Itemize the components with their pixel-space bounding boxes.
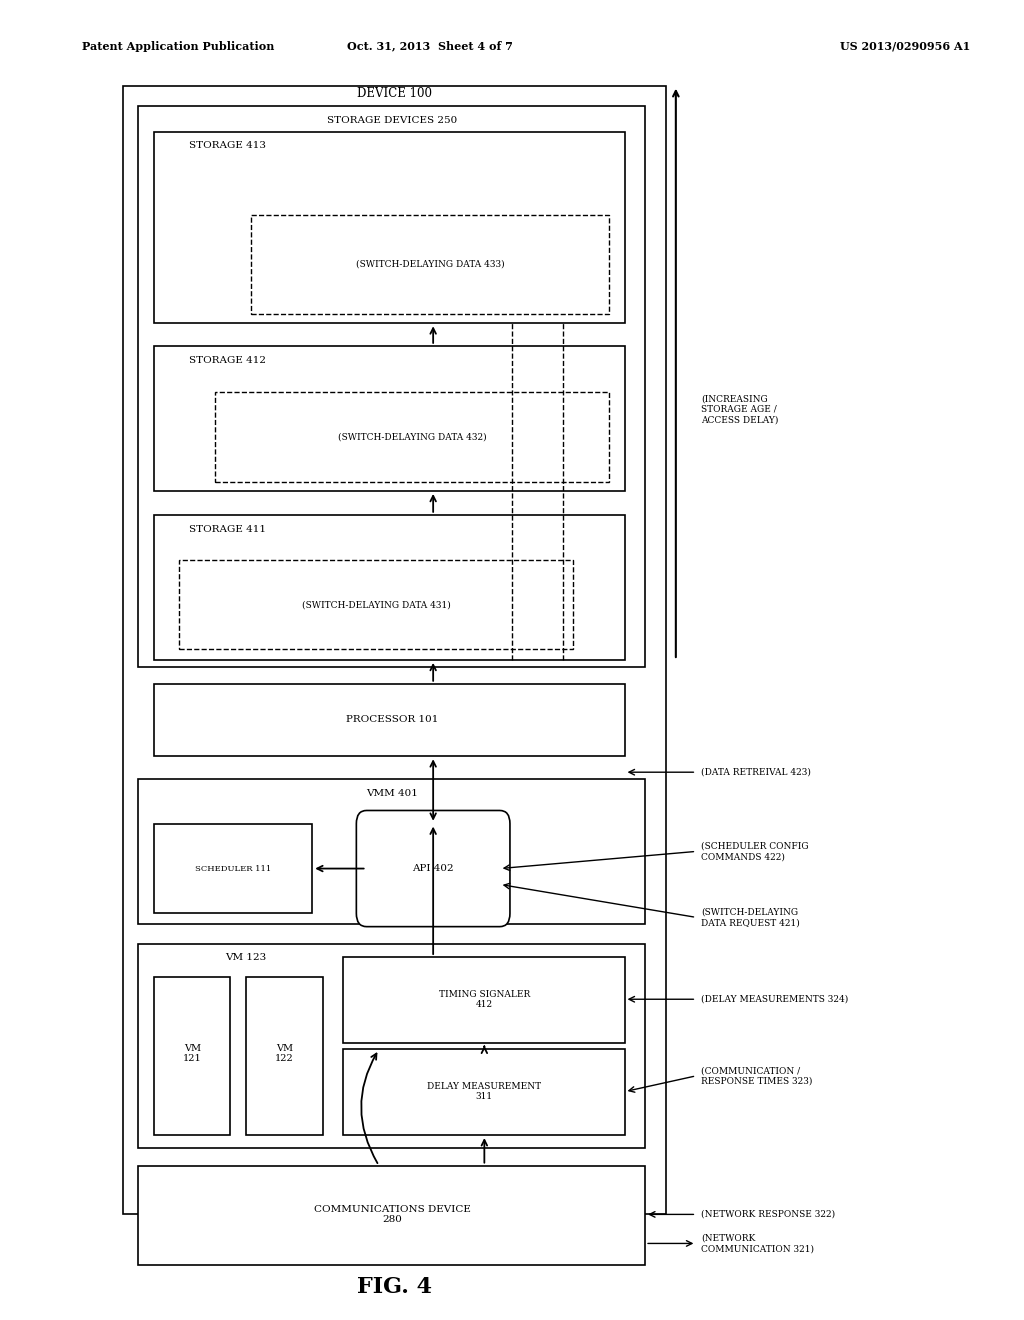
Text: PROCESSOR 101: PROCESSOR 101 bbox=[346, 715, 438, 723]
FancyBboxPatch shape bbox=[154, 977, 230, 1135]
FancyBboxPatch shape bbox=[356, 810, 510, 927]
Text: DEVICE 100: DEVICE 100 bbox=[356, 87, 432, 100]
Text: Oct. 31, 2013  Sheet 4 of 7: Oct. 31, 2013 Sheet 4 of 7 bbox=[347, 41, 513, 51]
FancyBboxPatch shape bbox=[138, 779, 645, 924]
FancyBboxPatch shape bbox=[154, 684, 625, 756]
FancyBboxPatch shape bbox=[215, 392, 609, 482]
Text: (SWITCH-DELAYING DATA 433): (SWITCH-DELAYING DATA 433) bbox=[355, 260, 505, 268]
Text: FIG. 4: FIG. 4 bbox=[356, 1276, 432, 1298]
Text: (DATA RETREIVAL 423): (DATA RETREIVAL 423) bbox=[701, 768, 811, 776]
FancyBboxPatch shape bbox=[343, 1049, 625, 1135]
FancyBboxPatch shape bbox=[123, 86, 666, 1214]
Text: API 402: API 402 bbox=[413, 865, 454, 873]
Text: (NETWORK RESPONSE 322): (NETWORK RESPONSE 322) bbox=[701, 1210, 836, 1218]
FancyBboxPatch shape bbox=[138, 106, 645, 667]
Text: (SCHEDULER CONFIG
COMMANDS 422): (SCHEDULER CONFIG COMMANDS 422) bbox=[701, 842, 809, 861]
Text: Patent Application Publication: Patent Application Publication bbox=[82, 41, 274, 51]
Text: STORAGE 413: STORAGE 413 bbox=[189, 141, 266, 150]
FancyBboxPatch shape bbox=[138, 1166, 645, 1265]
Text: (INCREASING
STORAGE AGE /
ACCESS DELAY): (INCREASING STORAGE AGE / ACCESS DELAY) bbox=[701, 395, 779, 424]
Text: STORAGE 411: STORAGE 411 bbox=[189, 525, 266, 535]
Text: VMM 401: VMM 401 bbox=[367, 789, 418, 799]
Text: STORAGE DEVICES 250: STORAGE DEVICES 250 bbox=[327, 116, 458, 125]
Text: (DELAY MEASUREMENTS 324): (DELAY MEASUREMENTS 324) bbox=[701, 995, 849, 1003]
FancyBboxPatch shape bbox=[154, 824, 312, 913]
Text: TIMING SIGNALER
412: TIMING SIGNALER 412 bbox=[438, 990, 530, 1008]
FancyBboxPatch shape bbox=[179, 560, 573, 649]
Text: (NETWORK
COMMUNICATION 321): (NETWORK COMMUNICATION 321) bbox=[701, 1234, 814, 1253]
Text: COMMUNICATIONS DEVICE
280: COMMUNICATIONS DEVICE 280 bbox=[313, 1205, 471, 1224]
FancyBboxPatch shape bbox=[251, 215, 609, 314]
Text: (COMMUNICATION /
RESPONSE TIMES 323): (COMMUNICATION / RESPONSE TIMES 323) bbox=[701, 1067, 813, 1085]
Text: STORAGE 412: STORAGE 412 bbox=[189, 356, 266, 366]
FancyBboxPatch shape bbox=[246, 977, 323, 1135]
Text: US 2013/0290956 A1: US 2013/0290956 A1 bbox=[840, 41, 970, 51]
FancyBboxPatch shape bbox=[154, 132, 625, 323]
Text: VM
122: VM 122 bbox=[275, 1044, 294, 1063]
Text: VM
121: VM 121 bbox=[183, 1044, 202, 1063]
Text: (SWITCH-DELAYING
DATA REQUEST 421): (SWITCH-DELAYING DATA REQUEST 421) bbox=[701, 908, 800, 927]
Text: VM 123: VM 123 bbox=[225, 953, 266, 962]
Text: DELAY MEASUREMENT
311: DELAY MEASUREMENT 311 bbox=[427, 1082, 542, 1101]
Text: SCHEDULER 111: SCHEDULER 111 bbox=[196, 865, 271, 873]
FancyBboxPatch shape bbox=[154, 515, 625, 660]
FancyBboxPatch shape bbox=[138, 944, 645, 1148]
FancyBboxPatch shape bbox=[154, 346, 625, 491]
Text: (SWITCH-DELAYING DATA 432): (SWITCH-DELAYING DATA 432) bbox=[338, 433, 487, 441]
Text: (SWITCH-DELAYING DATA 431): (SWITCH-DELAYING DATA 431) bbox=[302, 601, 452, 609]
FancyBboxPatch shape bbox=[343, 957, 625, 1043]
